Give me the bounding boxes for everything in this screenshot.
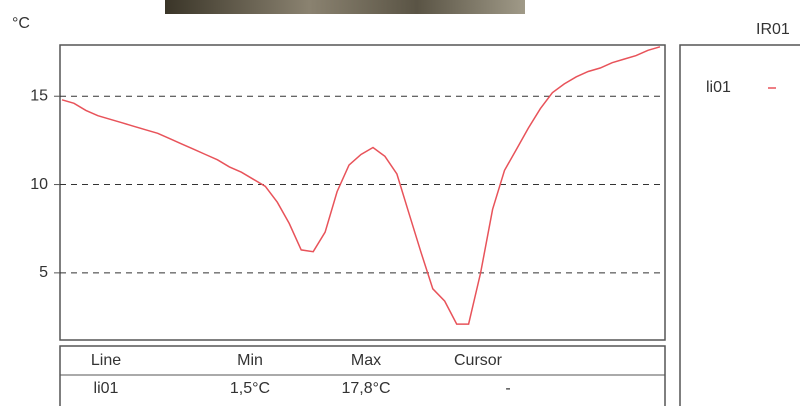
y-axis-label: °C (12, 15, 30, 32)
panel-title: IR01 (756, 21, 790, 38)
table-cell: 17,8°C (341, 380, 390, 397)
table-header: Max (351, 352, 381, 369)
y-tick-label: 5 (39, 264, 48, 281)
table-header: Cursor (454, 352, 503, 369)
photo-strip (165, 0, 525, 14)
data-line (61, 46, 661, 325)
plot-frame (59, 44, 666, 341)
y-tick-label: 15 (30, 87, 48, 104)
legend-label: li01 (706, 79, 731, 96)
y-tick-label: 10 (30, 176, 48, 193)
table-cell: li01 (94, 380, 119, 397)
table-header: Min (237, 352, 263, 369)
table-cell: - (505, 380, 510, 397)
legend-panel (679, 44, 800, 406)
table-header: Line (91, 352, 121, 369)
stats-table (59, 345, 666, 406)
table-cell: 1,5°C (230, 380, 270, 397)
